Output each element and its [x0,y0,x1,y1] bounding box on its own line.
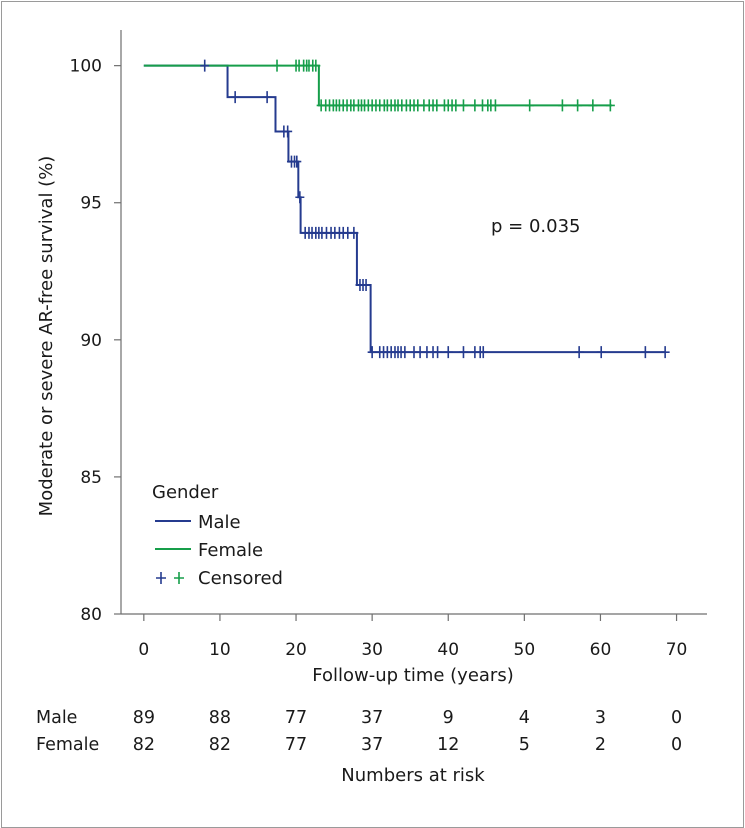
censor-mark-female [470,99,480,112]
curve-female [143,64,612,107]
censor-mark-male [458,346,468,359]
censor-mark-male [262,91,272,104]
y-tick-label: 90 [80,331,102,351]
censor-mark-female [525,99,535,112]
p-value-annotation: p = 0.035 [491,216,580,237]
censor-mark-male [640,346,650,359]
risk-value-female: 82 [133,735,155,755]
censor-mark-female [588,99,598,112]
risk-value-female: 0 [671,735,682,755]
risk-row-label-male: Male [36,708,77,728]
risk-value-male: 0 [671,708,682,728]
risk-row-label-female: Female [36,735,99,755]
censor-mark-male [230,91,240,104]
y-axis-label: Moderate or severe AR-free survival (%) [36,156,57,517]
risk-value-male: 4 [519,708,530,728]
censor-mark-male [433,346,443,359]
censor-mark-male [596,346,606,359]
risk-value-female: 82 [209,735,231,755]
risk-value-female: 77 [285,735,307,755]
risk-value-female: 5 [519,735,530,755]
censor-mark-male [292,155,302,168]
legend-censor-mark-female [174,572,184,584]
censor-mark-female [490,99,500,112]
risk-value-female: 12 [437,735,459,755]
risk-value-male: 77 [285,708,307,728]
y-tick-label: 85 [80,468,102,488]
censor-mark-male [295,191,305,204]
censor-mark-male [400,346,410,359]
risk-table: Male Female Numbers at risk 89 88 77 37 9 4 3 0… [36,708,682,786]
x-tick-label: 40 [437,640,459,660]
x-tick-label: 30 [361,640,383,660]
risk-value-female: 2 [595,735,606,755]
curve-male [143,64,666,354]
censor-mark-female [557,99,567,112]
x-tick-label: 0 [138,640,149,660]
risk-table-title: Numbers at risk [341,765,485,786]
legend-label-female: Female [198,540,263,561]
x-tick-label: 50 [514,640,536,660]
survival-curves [143,64,666,354]
censor-mark-male [200,59,210,72]
legend-label-censored: Censored [198,568,283,589]
risk-value-male: 9 [443,708,454,728]
y-tick-label: 100 [70,57,102,77]
x-tick-label: 70 [666,640,688,660]
legend-title: Gender [152,482,219,503]
axes: 0 10 20 30 40 50 60 70 80 85 90 95 100 [70,30,707,660]
risk-value-male: 37 [361,708,383,728]
x-tick-label: 20 [285,640,307,660]
censor-mark-female [432,99,442,112]
x-tick-label: 60 [590,640,612,660]
legend-censor-mark-male [156,572,166,584]
y-tick-label: 95 [80,194,102,214]
censor-mark-male [574,346,584,359]
risk-value-male: 88 [209,708,231,728]
censor-mark-male [443,346,453,359]
y-tick-label: 80 [80,605,102,625]
legend-label-male: Male [198,512,241,533]
censor-mark-female [311,59,321,72]
legend: Gender Male Female Censored [152,482,283,589]
censor-mark-male [478,346,488,359]
censor-marks [200,59,670,359]
censor-mark-male [367,346,377,359]
x-axis-label: Follow-up time (years) [312,665,513,686]
censor-mark-male [361,278,371,291]
censor-mark-female [605,99,615,112]
censor-mark-female [451,99,461,112]
censor-mark-female [458,99,468,112]
censor-mark-female [573,99,583,112]
risk-value-male: 3 [595,708,606,728]
x-tick-label: 10 [209,640,231,660]
censor-mark-male [660,346,670,359]
censor-mark-female [272,59,282,72]
censor-mark-male [283,125,293,138]
risk-value-female: 37 [361,735,383,755]
censor-mark-male [349,226,359,239]
legend-censor-marks [156,572,184,584]
risk-value-male: 89 [133,708,155,728]
